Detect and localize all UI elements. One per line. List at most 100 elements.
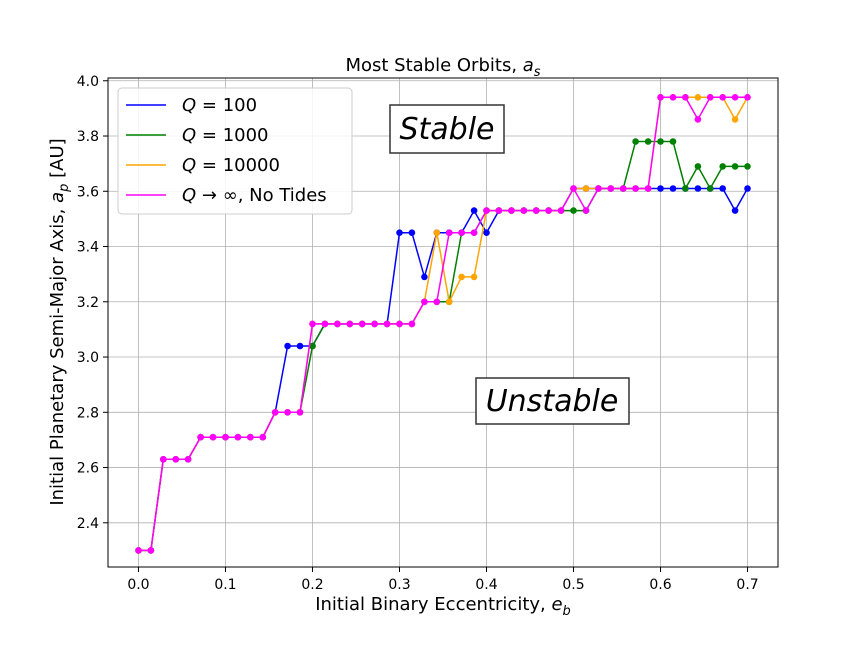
- legend-label: Q = 1000: [182, 125, 269, 146]
- legend: Q = 100 Q = 1000 Q = 10000 Q → ∞, No Tides: [117, 87, 353, 215]
- data-point: [197, 433, 204, 441]
- y-axis: 2.4 2.6 2.8 3.0 3.2 3.4 3.6 3.8 4.0: [77, 74, 108, 532]
- data-point: [495, 207, 503, 214]
- y-tick-label: 3.8: [77, 129, 99, 145]
- data-point: [694, 94, 702, 101]
- data-point: [582, 207, 590, 214]
- unstable-annotation-text: Unstable: [486, 384, 619, 419]
- unstable-annotation: Unstable: [475, 377, 630, 425]
- x-tick-label: 0.1: [214, 577, 236, 593]
- data-point: [284, 342, 291, 350]
- series-group: [135, 94, 751, 554]
- data-point: [731, 163, 739, 170]
- x-tick-label: 0.3: [388, 577, 410, 593]
- legend-label: Q = 10000: [182, 155, 280, 176]
- y-tick-label: 2.8: [77, 405, 99, 421]
- data-point: [483, 229, 490, 236]
- x-tick-label: 0.0: [127, 577, 149, 593]
- data-point: [719, 185, 726, 192]
- data-point: [346, 320, 354, 328]
- data-point: [135, 547, 142, 554]
- stable-annotation-box: [389, 104, 505, 154]
- data-point: [334, 320, 341, 328]
- data-point: [470, 207, 478, 214]
- data-point: [694, 163, 702, 170]
- x-axis-label: Initial Binary Eccentricity, eb: [315, 594, 571, 619]
- data-point: [271, 409, 279, 416]
- data-point: [744, 163, 751, 170]
- data-point: [184, 456, 192, 463]
- data-point: [570, 185, 577, 192]
- data-point: [296, 342, 304, 350]
- data-point: [160, 456, 167, 463]
- data-point: [706, 94, 714, 101]
- data-point: [595, 185, 602, 192]
- data-point: [247, 433, 254, 441]
- data-point: [669, 138, 677, 145]
- legend-label: Q → ∞, No Tides: [182, 185, 327, 206]
- stable-annotation: Stable: [389, 104, 505, 154]
- unstable-annotation-box: [475, 377, 630, 425]
- data-point: [470, 273, 478, 281]
- data-point: [396, 229, 403, 236]
- x-axis: 0.0 0.1 0.2 0.3 0.4 0.5 0.6 0.7: [127, 567, 759, 593]
- data-point: [458, 273, 465, 281]
- data-point: [682, 185, 689, 192]
- x-tick-label: 0.4: [475, 577, 497, 593]
- data-point: [682, 94, 689, 101]
- y-tick-label: 3.2: [77, 295, 99, 311]
- data-point: [557, 207, 565, 214]
- x-tick-label: 0.2: [301, 577, 323, 593]
- data-point: [669, 94, 677, 101]
- data-point: [657, 185, 664, 192]
- data-point: [508, 207, 515, 214]
- data-point: [172, 456, 180, 463]
- data-point: [445, 298, 453, 306]
- data-point: [284, 409, 291, 416]
- data-point: [421, 273, 428, 281]
- data-point: [731, 207, 739, 214]
- y-tick-label: 2.6: [77, 461, 99, 477]
- data-point: [458, 229, 465, 236]
- y-axis-label: Initial Planetary Semi-Major Axis, ap [A…: [47, 138, 72, 505]
- data-point: [520, 207, 528, 214]
- data-point: [545, 207, 552, 214]
- data-point: [532, 207, 540, 214]
- plot-frame: [107, 77, 779, 568]
- data-point: [632, 138, 639, 145]
- data-point: [371, 320, 378, 328]
- data-point: [296, 409, 304, 416]
- data-point: [383, 320, 391, 328]
- stable-annotation-text: Stable: [399, 112, 494, 147]
- y-tick-label: 3.4: [77, 240, 99, 256]
- data-point: [483, 207, 490, 214]
- data-point: [632, 185, 639, 192]
- data-point: [309, 342, 316, 350]
- legend-label: Q = 100: [182, 95, 257, 116]
- series-3: [135, 94, 751, 554]
- data-point: [570, 207, 577, 214]
- data-point: [719, 163, 726, 170]
- data-point: [470, 229, 478, 236]
- x-tick-label: 0.7: [736, 577, 758, 593]
- x-tick-label: 0.6: [649, 577, 671, 593]
- y-tick-label: 2.4: [77, 516, 99, 532]
- data-point: [433, 298, 441, 306]
- data-point: [669, 185, 677, 192]
- data-point: [744, 185, 751, 192]
- y-tick-label: 4.0: [77, 74, 99, 90]
- data-point: [147, 547, 155, 554]
- data-point: [619, 185, 627, 192]
- data-point: [445, 229, 453, 236]
- data-point: [706, 185, 714, 192]
- data-point: [657, 94, 664, 101]
- data-point: [657, 138, 664, 145]
- data-point: [358, 320, 366, 328]
- data-point: [694, 116, 702, 123]
- data-point: [421, 298, 428, 306]
- data-point: [222, 433, 229, 441]
- data-point: [731, 116, 739, 123]
- data-point: [408, 320, 416, 328]
- data-point: [744, 94, 751, 101]
